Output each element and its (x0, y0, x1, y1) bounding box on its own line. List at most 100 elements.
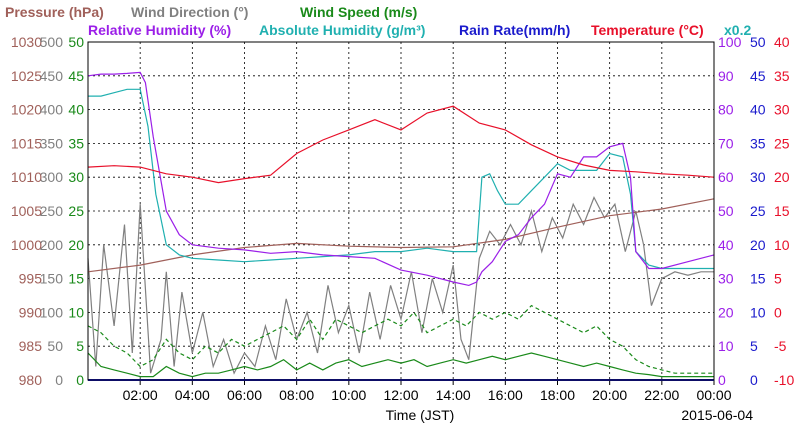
title-temperature: Temperature (°C) (591, 22, 704, 38)
series-relative-humidity (87, 71, 715, 287)
wind-speed-tick-label: 10 (68, 304, 84, 320)
title-pressure: Pressure (hPa) (5, 4, 104, 20)
temperature-tick-label: 35 (774, 68, 790, 84)
grid (88, 42, 714, 380)
pressure-tick-label: 1005 (11, 203, 42, 219)
title-row-2: Relative Humidity (%) Absolute Humidity … (88, 22, 751, 38)
temperature-tick-label: -5 (774, 338, 787, 354)
rain-rate-tick-label: 35 (750, 135, 766, 151)
pressure-tick-label: 980 (19, 372, 43, 388)
pressure-tick-label: 1015 (11, 135, 42, 151)
temperature-tick-label: 0 (774, 304, 782, 320)
wind-direction-tick-label: 250 (40, 203, 64, 219)
temperature-tick-label: 40 (774, 34, 790, 50)
wind-direction-tick-label: 0 (55, 372, 63, 388)
wind-speed-tick-label: 45 (68, 68, 84, 84)
title-rain-rate: Rain Rate(mm/h) (459, 22, 570, 38)
relative-humidity-tick-label: 60 (718, 169, 734, 185)
x-tick-label: 00:00 (696, 387, 731, 403)
title-wind-direction: Wind Direction (°) (131, 4, 248, 20)
relative-humidity-tick-label: 30 (718, 271, 734, 287)
series-temperature (87, 105, 715, 184)
wind-direction-tick-label: 150 (40, 271, 64, 287)
wind-direction-tick-label: 350 (40, 135, 64, 151)
relative-humidity-tick-label: 20 (718, 304, 734, 320)
pressure-tick-label: 995 (19, 271, 43, 287)
rain-rate-tick-label: 15 (750, 271, 766, 287)
title-row-1: Pressure (hPa) Wind Direction (°) Wind S… (5, 4, 417, 20)
x-axis-label: Time (JST) (386, 407, 455, 423)
x-tick-label: 10:00 (331, 387, 366, 403)
relative-humidity-tick-label: 50 (718, 203, 734, 219)
wind-direction-tick-label: 100 (40, 304, 64, 320)
pressure-tick-label: 990 (19, 304, 43, 320)
relative-humidity-tick-label: 90 (718, 68, 734, 84)
pressure-tick-label: 1025 (11, 68, 42, 84)
right-axes: 0102030405060708090100051015202530354045… (718, 34, 794, 388)
x-tick-label: 22:00 (644, 387, 679, 403)
series-pressure (87, 198, 715, 273)
x-tick-label: 20:00 (592, 387, 627, 403)
title-absolute-humidity: Absolute Humidity (g/m³) (259, 22, 425, 38)
temperature-tick-label: 20 (774, 169, 790, 185)
left-axes: 9809859909951000100510101015102010251030… (11, 34, 84, 388)
pressure-tick-label: 985 (19, 338, 43, 354)
wind-speed-tick-label: 0 (76, 372, 84, 388)
temperature-tick-label: 25 (774, 135, 790, 151)
temperature-tick-label: -10 (774, 372, 794, 388)
relative-humidity-tick-label: 80 (718, 102, 734, 118)
wind-speed-tick-label: 25 (68, 203, 84, 219)
x-tick-label: 08:00 (279, 387, 314, 403)
rain-rate-tick-label: 30 (750, 169, 766, 185)
wind-speed-tick-label: 5 (76, 338, 84, 354)
pressure-tick-label: 1010 (11, 169, 42, 185)
x-tick-label: 06:00 (227, 387, 262, 403)
x-tick-label: 18:00 (540, 387, 575, 403)
wind-direction-tick-label: 300 (40, 169, 64, 185)
temperature-tick-label: 10 (774, 237, 790, 253)
wind-speed-tick-label: 35 (68, 135, 84, 151)
rain-rate-tick-label: 10 (750, 304, 766, 320)
rain-rate-tick-label: 50 (750, 34, 766, 50)
title-wind-speed: Wind Speed (m/s) (300, 4, 417, 20)
rain-rate-tick-label: 0 (750, 372, 758, 388)
series-wind-speed-gust (87, 304, 714, 374)
wind-speed-tick-label: 20 (68, 237, 84, 253)
wind-speed-tick-label: 40 (68, 102, 84, 118)
wind-direction-tick-label: 450 (40, 68, 64, 84)
wind-speed-tick-label: 30 (68, 169, 84, 185)
x-tick-label: 16:00 (488, 387, 523, 403)
rain-rate-tick-label: 25 (750, 203, 766, 219)
x-tick-label: 12:00 (383, 387, 418, 403)
pressure-tick-label: 1000 (11, 237, 42, 253)
pressure-tick-label: 1030 (11, 34, 42, 50)
x-tick-label: 14:00 (436, 387, 471, 403)
wind-direction-tick-label: 500 (40, 34, 64, 50)
relative-humidity-tick-label: 0 (718, 372, 726, 388)
wind-direction-tick-label: 400 (40, 102, 64, 118)
series-absolute-humidity-x0-2 (88, 88, 714, 270)
wind-direction-tick-label: 200 (40, 237, 64, 253)
date-label: 2015-06-04 (681, 407, 753, 423)
title-relative-humidity: Relative Humidity (%) (88, 22, 231, 38)
title-x02: x0.2 (724, 22, 751, 38)
plot-frame (87, 41, 715, 381)
temperature-tick-label: 30 (774, 102, 790, 118)
relative-humidity-tick-label: 70 (718, 135, 734, 151)
pressure-tick-label: 1020 (11, 102, 42, 118)
relative-humidity-tick-label: 40 (718, 237, 734, 253)
wind-speed-tick-label: 15 (68, 271, 84, 287)
x-tick-label: 02:00 (123, 387, 158, 403)
rain-rate-tick-label: 20 (750, 237, 766, 253)
temperature-tick-label: 15 (774, 203, 790, 219)
relative-humidity-tick-label: 10 (718, 338, 734, 354)
rain-rate-tick-label: 5 (750, 338, 758, 354)
x-tick-label: 04:00 (175, 387, 210, 403)
wind-direction-tick-label: 50 (47, 338, 63, 354)
series-wind-direction (87, 196, 714, 375)
rain-rate-tick-label: 40 (750, 102, 766, 118)
series-wind-speed (87, 352, 714, 378)
wind-speed-tick-label: 50 (68, 34, 84, 50)
rain-rate-tick-label: 45 (750, 68, 766, 84)
